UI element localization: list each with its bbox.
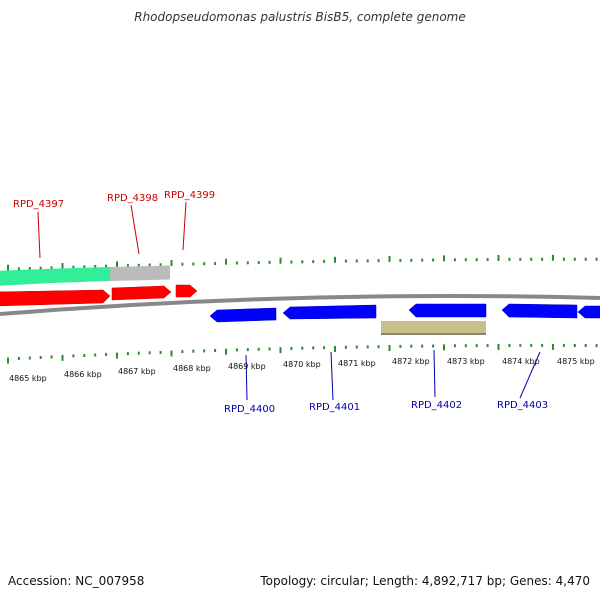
scale-labels: 4865 kbp 4866 kbp 4867 kbp 4868 kbp 4869… [9,357,595,383]
map-title: Rhodopseudomonas palustris BisB5, comple… [134,10,466,24]
reverse-gene-arrow[interactable] [209,307,277,323]
gray-feature[interactable] [110,265,170,282]
scale-label: 4866 kbp [64,370,102,379]
scale-label: 4875 kbp [557,357,595,366]
scale-label: 4874 kbp [502,357,540,366]
scale-label: 4873 kbp [447,357,485,366]
label-leader-line [245,354,248,401]
gene-label-rpd-4398[interactable]: RPD_4398 [107,193,158,204]
gene-label-rpd-4401[interactable]: RPD_4401 [309,402,360,413]
forward-gene-arrow[interactable] [111,285,172,301]
accession-text: Accession: NC_007958 [8,574,145,588]
gene-label-rpd-4403[interactable]: RPD_4403 [497,400,548,411]
gene-label-rpd-4397[interactable]: RPD_4397 [13,199,64,210]
gene-label-rpd-4400[interactable]: RPD_4400 [224,404,275,415]
scale-label: 4870 kbp [283,360,321,369]
label-leader-line [433,349,436,398]
reverse-gene-arrow[interactable] [408,303,487,318]
scale-label: 4871 kbp [338,359,376,368]
reverse-gene-arrow[interactable] [501,303,578,319]
label-leader-line [182,201,187,251]
reverse-gene-arrow[interactable] [282,304,377,320]
gene-label-rpd-4399[interactable]: RPD_4399 [164,190,215,201]
khaki-feature[interactable] [381,321,486,335]
label-leader-line [519,351,541,399]
gene-labels: RPD_4397 RPD_4398 RPD_4399 RPD_4400 RPD_… [13,190,548,415]
genome-summary-text: Topology: circular; Length: 4,892,717 bp… [260,574,590,588]
scale-label: 4865 kbp [9,374,47,383]
scale-label: 4872 kbp [392,357,430,366]
label-leader-line [130,204,140,255]
label-leader-line [330,351,334,401]
gene-label-rpd-4402[interactable]: RPD_4402 [411,400,462,411]
scale-label: 4869 kbp [228,362,266,371]
label-leader-line [37,211,41,259]
genome-backbone [0,294,600,316]
lower-tick-row [7,343,598,364]
scale-label: 4867 kbp [118,367,156,376]
khaki-feature-edge [381,333,486,335]
reverse-gene-arrow[interactable] [577,305,600,319]
scale-label: 4868 kbp [173,364,211,373]
teal-cds-feature[interactable] [0,267,110,286]
forward-gene-arrow[interactable] [175,284,198,298]
forward-gene-arrow[interactable] [0,289,111,307]
